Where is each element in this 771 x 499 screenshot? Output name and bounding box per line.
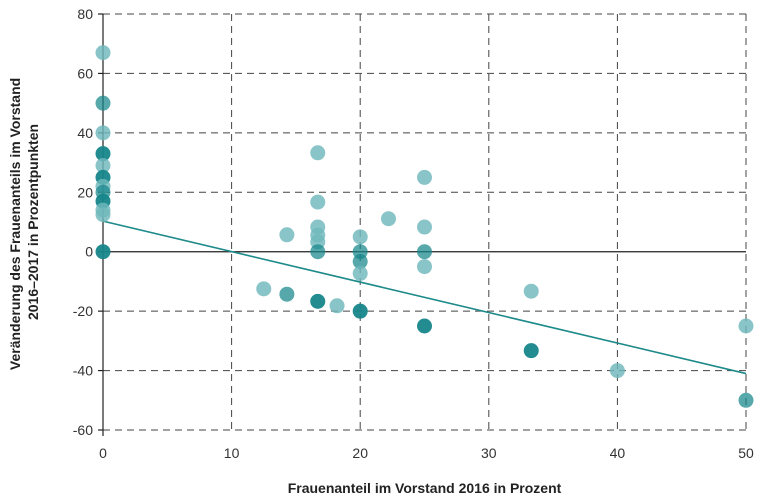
data-point — [417, 318, 432, 334]
x-tick-label: 20 — [352, 445, 368, 461]
data-point — [95, 95, 111, 111]
data-point — [310, 293, 326, 309]
data-point — [279, 286, 295, 302]
y-tick-label: 0 — [85, 244, 93, 260]
data-point — [523, 343, 539, 359]
data-point — [609, 363, 625, 379]
grid — [103, 13, 747, 431]
data-point — [380, 211, 396, 227]
data-point — [279, 227, 295, 243]
data-point — [417, 169, 432, 185]
tick-labels: -60 -40 -20 0 20 40 60 80 0 10 20 30 40 50 — [73, 6, 754, 461]
data-point — [95, 158, 111, 174]
data-point — [95, 125, 111, 141]
data-point — [95, 45, 111, 61]
data-points — [95, 45, 754, 408]
y-tick-label: -20 — [73, 303, 93, 319]
x-tick-label: 40 — [610, 445, 626, 461]
y-tick-label: 60 — [77, 65, 93, 81]
y-tick-label: 80 — [77, 6, 93, 22]
x-tick-label: 10 — [224, 445, 240, 461]
data-point — [738, 318, 754, 334]
data-point — [352, 265, 368, 281]
x-tick-label: 50 — [738, 445, 754, 461]
y-tick-label: 20 — [77, 184, 93, 200]
data-point — [523, 283, 539, 299]
data-point — [95, 146, 111, 162]
data-point — [310, 145, 326, 161]
data-point — [310, 244, 326, 260]
data-point — [417, 244, 432, 260]
y-tick-label: 40 — [77, 125, 93, 141]
data-point — [95, 207, 111, 223]
data-point — [95, 244, 111, 260]
data-point — [417, 219, 432, 235]
y-axis-title: Veränderung des Frauenanteils im Vorstan… — [7, 74, 41, 370]
data-point — [310, 194, 326, 210]
x-tick-label: 0 — [99, 445, 107, 461]
y-axis-title-line-1: Veränderung des Frauenanteils im Vorstan… — [7, 78, 23, 370]
y-tick-label: -40 — [73, 363, 93, 379]
y-tick-label: -60 — [73, 422, 93, 438]
data-point — [329, 298, 345, 314]
x-tick-label: 30 — [481, 445, 497, 461]
data-point — [352, 303, 368, 319]
x-axis-title: Frauenanteil im Vorstand 2016 in Prozent — [288, 480, 562, 496]
data-point — [352, 254, 368, 270]
y-axis-title-line-2: 2016–2017 in Prozentpunkten — [25, 124, 41, 320]
data-point — [417, 259, 432, 275]
trend-line — [102, 220, 747, 375]
data-point — [738, 392, 754, 408]
data-point — [256, 281, 272, 297]
data-point — [352, 229, 368, 245]
